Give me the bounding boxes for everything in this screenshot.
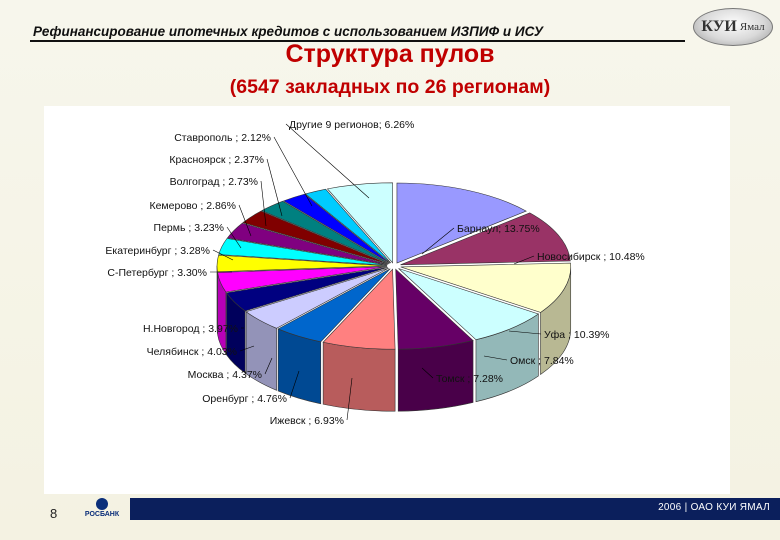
leader-line-Ставрополь (273, 136, 313, 207)
page-number: 8 (50, 506, 58, 521)
pie-slice-Красноярск (283, 193, 391, 264)
slice-label-Ижевск: Ижевск ; 6.93% (270, 415, 344, 427)
leader-line-Ижевск (346, 377, 353, 421)
title-divider (30, 40, 685, 42)
slide-title: Структура пулов (285, 40, 495, 68)
pie-chart: Барнаул; 13.75% Новосибирск ; 10.48% Уфа ;… (105, 119, 645, 427)
slide-subtitle: (6547 закладных по 26 регионам) (229, 76, 551, 98)
kui-yamal-logo: КУИ Ямал (693, 8, 773, 46)
slice-label-Челябинск: Челябинск ; 4.03% (147, 346, 237, 358)
leader-line-Челябинск (239, 345, 255, 352)
pie-slice-Ижевск (322, 268, 396, 350)
leader-line-Новосибирск (513, 255, 535, 265)
leader-line-Оренбург (289, 370, 300, 399)
footer-bar: 2006 | ОАО КУИ ЯМАЛ (130, 498, 780, 520)
leader-line-Волгоград (260, 180, 267, 227)
pie-slice-Омск (398, 268, 540, 341)
leader-line-Екатеринбург (212, 249, 234, 261)
pie-slice-Москва (245, 267, 389, 329)
pie-slice-Оренбург (277, 268, 391, 343)
pie-slice-Екатеринбург (218, 238, 388, 266)
leader-line-Кемерово (238, 204, 252, 237)
slice-label-Барнаул: Барнаул; 13.75% (457, 223, 540, 235)
rosbank-logo: РОСБАНК (76, 498, 128, 522)
pie-slice-Другие 9 регионов (326, 182, 393, 264)
leader-line-Пермь (226, 226, 242, 249)
slice-label-Кемерово: Кемерово ; 2.86% (149, 200, 236, 212)
slice-label-Красноярск: Красноярск ; 2.37% (169, 154, 264, 166)
slice-label-Пермь: Пермь ; 3.23% (154, 222, 224, 234)
slice-label-Ставрополь: Ставрополь ; 2.12% (174, 132, 271, 144)
leader-line-Другие 9 регионов (285, 123, 370, 199)
slice-label-Москва: Москва ; 4.37% (188, 369, 262, 381)
pie-slice-Томск (395, 268, 474, 350)
rosbank-icon (96, 498, 108, 510)
presentation-title: Рефинансирование ипотечных кредитов с ис… (33, 24, 543, 39)
pie-slice-Кемерово (242, 210, 389, 265)
slice-label-Омск: Омск ; 7.84% (510, 355, 574, 367)
slice-label-Волгоград: Волгоград ; 2.73% (170, 176, 258, 188)
slice-label-Уфа: Уфа ; 10.39% (544, 329, 610, 341)
leader-line-Уфа (508, 330, 542, 335)
slice-label-Н.Новгород: Н.Новгород ; 3.97% (143, 323, 238, 335)
pie-slice-Н.Новгород (217, 266, 388, 293)
chart-area: Барнаул; 13.75% Новосибирск ; 10.48% Уфа ;… (44, 106, 730, 494)
slice-label-Новосибирск: Новосибирск ; 10.48% (537, 251, 645, 263)
leader-line-Красноярск (266, 158, 283, 217)
rosbank-name: РОСБАНК (84, 511, 120, 518)
pie-slice-Челябинск (225, 267, 388, 312)
leader-line-Омск (483, 355, 508, 361)
pie-slice-Барнаул (396, 182, 527, 264)
pie-slice-Новосибирск (400, 212, 571, 266)
slice-label-Оренбург: Оренбург ; 4.76% (202, 393, 287, 405)
footer-copyright: 2006 | ОАО КУИ ЯМАЛ (658, 502, 770, 513)
leader-line-Барнаул (421, 227, 455, 255)
pie-slice-Уфа (400, 262, 572, 313)
leader-line-Томск (421, 367, 434, 379)
slice-label-Томск: Томск ; 7.28% (436, 373, 503, 385)
pie-slice-Волгоград (261, 200, 390, 264)
pie-side-Ижевск (322, 341, 396, 412)
slice-label-С-Петербург: С-Петербург ; 3.30% (107, 267, 207, 279)
slice-label-Другие 9 регионов: Другие 9 регионов; 6.26% (289, 119, 414, 131)
leader-line-Москва (264, 357, 273, 375)
slice-label-Екатеринбург: Екатеринбург ; 3.28% (105, 245, 210, 257)
pie-slice-Пермь (226, 222, 388, 265)
